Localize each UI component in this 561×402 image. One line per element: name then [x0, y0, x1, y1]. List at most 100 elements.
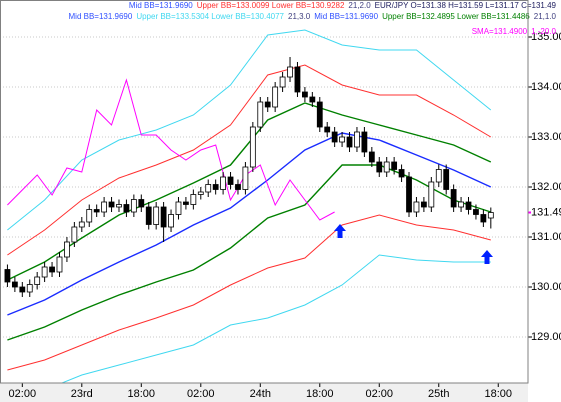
candle-body: [376, 161, 383, 173]
candle-body: [183, 201, 189, 205]
header-text: SMA=131.4900: [472, 27, 528, 36]
candle-body: [450, 189, 457, 208]
candle-body: [19, 286, 26, 293]
candle-body: [153, 206, 160, 225]
indicator-line: [7, 64, 492, 256]
header-text: Upper BB=133.5304 Lower BB=130.4077: [136, 12, 284, 21]
candle-body: [324, 126, 331, 133]
candle-body: [287, 66, 293, 78]
candle-body: [331, 131, 338, 143]
candle-body: [257, 101, 264, 128]
candle-body: [346, 136, 353, 148]
candle-body: [361, 131, 368, 153]
candle-body: [443, 169, 450, 190]
header-text: 1,-20.0: [531, 27, 556, 36]
candle-body: [26, 284, 33, 293]
header-text: Mid BB=131.9690: [129, 1, 193, 10]
candle-body: [391, 161, 398, 170]
candle-body: [130, 199, 137, 213]
candle-body: [41, 266, 48, 278]
candle-body: [78, 221, 85, 228]
y-tick-label: 135.00: [531, 31, 561, 43]
x-axis-band: [0, 383, 528, 402]
signal-arrow: [334, 224, 346, 238]
x-tick-label: 18:00: [484, 388, 512, 400]
candle-body: [34, 276, 41, 285]
indicator-line: [7, 78, 335, 221]
candle-body: [108, 201, 115, 208]
y-tick-label: 133.00: [531, 131, 561, 143]
header-text: 21,2.0: [348, 1, 371, 10]
indicator-line: [60, 254, 491, 383]
x-tick-label: 18:00: [306, 388, 334, 400]
x-tick-label: 02:00: [9, 388, 37, 400]
x-tick-label: 24th: [250, 388, 271, 400]
candle-body: [101, 201, 108, 213]
candle-body: [93, 209, 100, 213]
candle-body: [354, 131, 360, 148]
candle-body: [428, 181, 435, 208]
candle-body: [71, 226, 78, 243]
candle-body: [368, 151, 375, 163]
candle-body: [212, 184, 219, 190]
y-tick-label: 132.00: [531, 181, 561, 193]
candle-body: [435, 169, 442, 183]
header-text: Mid BB=131.9690: [314, 12, 378, 21]
y-tick-label: 130.00: [531, 281, 561, 293]
candle-body: [86, 209, 93, 223]
candle-body: [197, 191, 204, 195]
header-line: SMA=131.4900 1,-20.0: [472, 27, 557, 36]
candle-body: [309, 96, 316, 103]
candle-body: [249, 126, 256, 168]
candle-body: [49, 266, 55, 273]
header-text: 21,1.0: [534, 12, 557, 21]
header-line: Mid BB=131.9690 Upper BB=133.0099 Lower B…: [129, 1, 557, 10]
candle-body: [168, 214, 174, 228]
header-text: Mid BB=131.9690: [69, 12, 133, 21]
header-text: Upper BB=132.4895 Lower BB=131.4486: [382, 12, 530, 21]
indicator-lines: [7, 29, 492, 383]
header: Mid BB=131.9690 Upper BB=133.0099 Lower B…: [69, 1, 557, 36]
candle-body: [220, 176, 226, 190]
header-line: Mid BB=131.9690 Upper BB=133.5304 Lower B…: [69, 12, 557, 21]
candle-body: [413, 201, 420, 213]
candle-body: [473, 209, 479, 215]
axes: 129.00 130.00 131.00 132.00 133.00 134.00 135.…: [9, 31, 561, 400]
indicator-line: [7, 29, 492, 231]
x-tick-label: 25th: [428, 388, 449, 400]
x-tick-label: 02:00: [366, 388, 394, 400]
candle-body: [145, 206, 152, 225]
candle-body: [175, 201, 182, 215]
candle-body: [160, 206, 167, 228]
candle-body: [190, 194, 197, 205]
candle-body: [242, 166, 249, 190]
candle-body: [480, 214, 487, 223]
last-price-label: 131.49: [531, 206, 561, 218]
x-tick-label: 23rd: [71, 388, 93, 400]
header-text: EUR/JPY O=131.38 H=131.59 L=131.17 C=131…: [375, 1, 557, 10]
header-text: Upper BB=133.0099 Lower BB=130.9282: [197, 1, 345, 10]
candle-body: [264, 101, 271, 108]
candle-body: [227, 176, 234, 185]
candle-body: [487, 212, 494, 219]
candle-body: [279, 76, 286, 88]
candle-body: [458, 201, 464, 208]
candle-body: [56, 256, 63, 273]
candle-body: [420, 201, 427, 208]
candles: [4, 57, 494, 297]
signal-arrow: [481, 250, 493, 264]
candle-body: [4, 269, 11, 283]
plot-frame: [0, 0, 529, 384]
candle-body: [123, 204, 130, 213]
candle-body: [138, 199, 145, 208]
indicator-line: [7, 132, 492, 316]
y-tick-label: 129.00: [531, 331, 561, 343]
candle-body: [235, 184, 241, 190]
y-tick-label: 134.00: [531, 81, 561, 93]
candle-body: [383, 161, 390, 173]
indicator-line: [7, 102, 492, 281]
x-tick-label: 18:00: [128, 388, 156, 400]
candle-body: [11, 281, 18, 288]
